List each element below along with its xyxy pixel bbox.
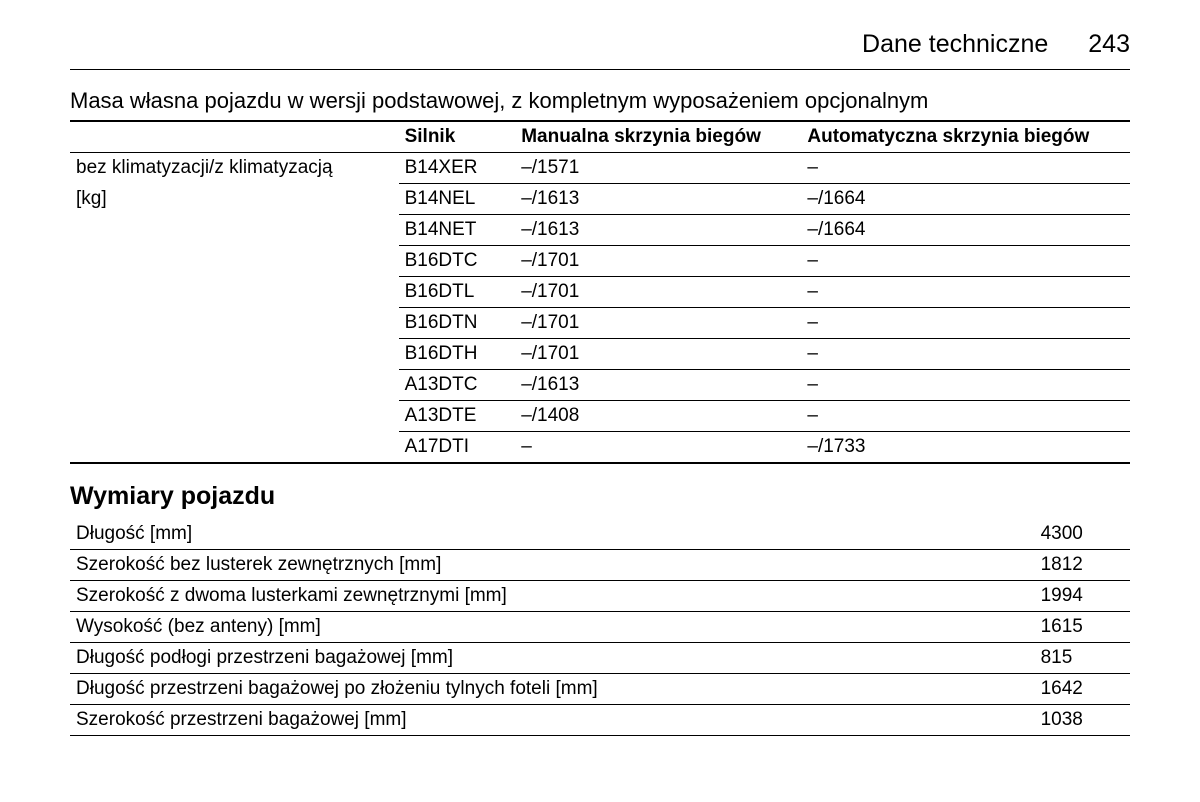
dim-value: 1812: [1035, 550, 1130, 581]
table-row: B16DTL –/1701 –: [70, 277, 1130, 308]
mass-table-header-blank: [70, 121, 399, 153]
mass-cell-engine: B16DTL: [399, 277, 516, 308]
header-rule: [70, 69, 1130, 70]
table-row: A13DTC –/1613 –: [70, 370, 1130, 401]
mass-section-title: Masa własna pojazdu w wersji podstawowej…: [70, 88, 1130, 114]
table-row: Długość przestrzeni bagażowej po złożeni…: [70, 674, 1130, 705]
table-row: Szerokość bez lusterek zewnętrznych [mm]…: [70, 550, 1130, 581]
mass-cell-blank: [70, 339, 399, 370]
dim-value: 1615: [1035, 612, 1130, 643]
mass-cell-automatic: –: [801, 339, 1130, 370]
page-header: Dane techniczne 243: [70, 30, 1130, 59]
mass-cell-engine: B16DTN: [399, 308, 516, 339]
mass-cell-automatic: –: [801, 308, 1130, 339]
mass-cell-engine: B16DTC: [399, 246, 516, 277]
mass-cell-engine: B16DTH: [399, 339, 516, 370]
mass-cell-blank: [70, 277, 399, 308]
dim-label: Szerokość bez lusterek zewnętrznych [mm]: [70, 550, 1035, 581]
table-row: Długość [mm] 4300: [70, 519, 1130, 550]
mass-cell-engine: A17DTI: [399, 432, 516, 464]
mass-cell-automatic: –/1664: [801, 184, 1130, 215]
mass-cell-manual: –/1701: [515, 339, 801, 370]
mass-cell-engine: B14NEL: [399, 184, 516, 215]
dim-label: Szerokość przestrzeni bagażowej [mm]: [70, 705, 1035, 736]
dim-value: 1994: [1035, 581, 1130, 612]
mass-cell-manual: –/1408: [515, 401, 801, 432]
mass-cell-manual: –/1613: [515, 370, 801, 401]
mass-cell-manual: –/1613: [515, 184, 801, 215]
table-row: A13DTE –/1408 –: [70, 401, 1130, 432]
mass-cell-manual: –/1701: [515, 277, 801, 308]
mass-cell-automatic: –: [801, 401, 1130, 432]
table-row: Długość podłogi przestrzeni bagażowej [m…: [70, 643, 1130, 674]
mass-cell-manual: –/1613: [515, 215, 801, 246]
dim-label: Szerokość z dwoma lusterkami zewnętrznym…: [70, 581, 1035, 612]
header-section-title: Dane techniczne: [862, 30, 1048, 59]
table-row: Wysokość (bez anteny) [mm] 1615: [70, 612, 1130, 643]
mass-cell-blank: [70, 215, 399, 246]
dim-label: Długość podłogi przestrzeni bagażowej [m…: [70, 643, 1035, 674]
dim-value: 815: [1035, 643, 1130, 674]
dim-label: Długość [mm]: [70, 519, 1035, 550]
table-row: Szerokość przestrzeni bagażowej [mm] 103…: [70, 705, 1130, 736]
mass-table-header-automatic: Automatyczna skrzynia biegów: [801, 121, 1130, 153]
mass-cell-engine: B14XER: [399, 153, 516, 184]
dimensions-heading: Wymiary pojazdu: [70, 482, 1130, 511]
table-row: Szerokość z dwoma lusterkami zewnętrznym…: [70, 581, 1130, 612]
table-row: bez klimatyzacji/z klimatyzacją B14XER –…: [70, 153, 1130, 184]
mass-table-header-engine: Silnik: [399, 121, 516, 153]
dim-label: Długość przestrzeni bagażowej po złożeni…: [70, 674, 1035, 705]
dim-value: 1642: [1035, 674, 1130, 705]
table-row: [kg] B14NEL –/1613 –/1664: [70, 184, 1130, 215]
mass-table-header-manual: Manualna skrzynia biegów: [515, 121, 801, 153]
mass-cell-manual: –/1571: [515, 153, 801, 184]
mass-cell-blank: [70, 370, 399, 401]
mass-row-label: bez klimatyzacji/z klimatyzacją: [70, 153, 399, 184]
mass-cell-engine: B14NET: [399, 215, 516, 246]
dim-label: Wysokość (bez anteny) [mm]: [70, 612, 1035, 643]
mass-cell-manual: –/1701: [515, 308, 801, 339]
mass-table-header-row: Silnik Manualna skrzynia biegów Automaty…: [70, 121, 1130, 153]
mass-cell-blank: [70, 401, 399, 432]
mass-row-label-unit: [kg]: [70, 184, 399, 215]
table-row: B16DTC –/1701 –: [70, 246, 1130, 277]
mass-cell-engine: A13DTE: [399, 401, 516, 432]
page-number: 243: [1088, 30, 1130, 59]
mass-cell-automatic: –/1664: [801, 215, 1130, 246]
mass-cell-manual: –/1701: [515, 246, 801, 277]
mass-cell-automatic: –: [801, 246, 1130, 277]
table-row: A17DTI – –/1733: [70, 432, 1130, 464]
dimensions-table: Długość [mm] 4300 Szerokość bez lusterek…: [70, 519, 1130, 736]
table-row: B14NET –/1613 –/1664: [70, 215, 1130, 246]
mass-cell-automatic: –/1733: [801, 432, 1130, 464]
mass-table: Silnik Manualna skrzynia biegów Automaty…: [70, 120, 1130, 464]
table-row: B16DTN –/1701 –: [70, 308, 1130, 339]
mass-cell-blank: [70, 308, 399, 339]
mass-cell-engine: A13DTC: [399, 370, 516, 401]
dim-value: 1038: [1035, 705, 1130, 736]
dim-value: 4300: [1035, 519, 1130, 550]
table-row: B16DTH –/1701 –: [70, 339, 1130, 370]
mass-cell-automatic: –: [801, 370, 1130, 401]
mass-cell-blank: [70, 246, 399, 277]
mass-cell-automatic: –: [801, 277, 1130, 308]
mass-cell-automatic: –: [801, 153, 1130, 184]
mass-cell-manual: –: [515, 432, 801, 464]
mass-cell-blank: [70, 432, 399, 464]
